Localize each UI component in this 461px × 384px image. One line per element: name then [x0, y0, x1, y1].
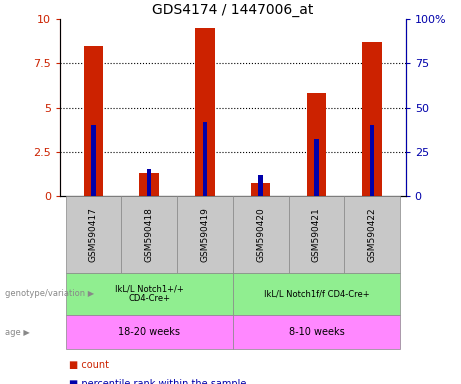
Text: genotype/variation ▶: genotype/variation ▶ — [5, 289, 94, 298]
Text: age ▶: age ▶ — [5, 328, 30, 337]
Bar — [65, 273, 233, 315]
Text: GSM590420: GSM590420 — [256, 207, 265, 262]
Text: IkL/L Notch1f/f CD4-Cre+: IkL/L Notch1f/f CD4-Cre+ — [264, 289, 369, 298]
Bar — [139, 173, 159, 196]
Bar — [91, 125, 95, 196]
Bar — [314, 139, 319, 196]
Bar — [65, 315, 233, 349]
Text: ■ percentile rank within the sample: ■ percentile rank within the sample — [69, 379, 247, 384]
Bar — [344, 196, 400, 273]
Text: GSM590417: GSM590417 — [89, 207, 98, 262]
Bar — [177, 196, 233, 273]
Text: GSM590418: GSM590418 — [145, 207, 154, 262]
Text: GSM590421: GSM590421 — [312, 207, 321, 262]
Bar — [195, 28, 215, 196]
Bar — [147, 169, 151, 196]
Bar — [289, 196, 344, 273]
Text: 18-20 weeks: 18-20 weeks — [118, 327, 180, 337]
Bar — [83, 46, 103, 196]
Text: GSM590419: GSM590419 — [201, 207, 209, 262]
Bar — [259, 175, 263, 196]
Text: GSM590422: GSM590422 — [368, 207, 377, 262]
Bar — [251, 184, 271, 196]
Bar — [307, 93, 326, 196]
Bar — [370, 125, 374, 196]
Text: IkL/L Notch1+/+
CD4-Cre+: IkL/L Notch1+/+ CD4-Cre+ — [115, 284, 183, 303]
Bar — [233, 315, 400, 349]
Bar — [121, 196, 177, 273]
Bar — [65, 196, 121, 273]
Bar — [362, 42, 382, 196]
Bar — [203, 122, 207, 196]
Text: 8-10 weeks: 8-10 weeks — [289, 327, 344, 337]
Bar — [233, 273, 400, 315]
Text: ■ count: ■ count — [69, 360, 109, 370]
Title: GDS4174 / 1447006_at: GDS4174 / 1447006_at — [152, 3, 313, 17]
Bar — [233, 196, 289, 273]
